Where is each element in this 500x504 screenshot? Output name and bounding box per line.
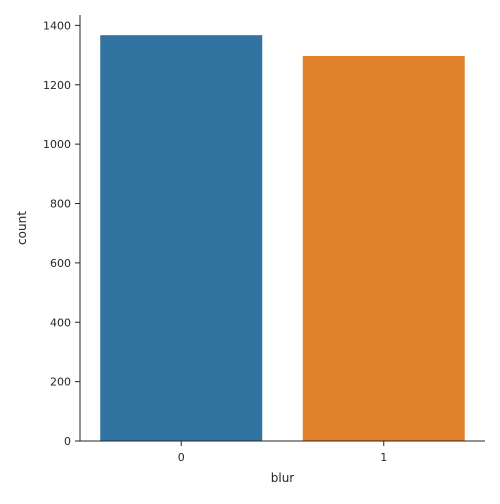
y-tick-label: 1200 [43, 79, 71, 92]
x-tick-label: 0 [178, 451, 185, 464]
y-axis: 0 200 400 600 800 1000 1200 1400 [43, 15, 81, 448]
bars-layer [100, 35, 465, 441]
y-tick-label: 0 [64, 435, 71, 448]
y-tick-label: 800 [50, 198, 71, 211]
bar-1 [302, 55, 465, 441]
y-axis-label: count [15, 211, 29, 245]
y-tick-label: 1000 [43, 138, 71, 151]
x-axis-label: blur [271, 471, 295, 485]
y-tick-label: 600 [50, 257, 71, 270]
y-tick-label: 200 [50, 376, 71, 389]
y-tick-label: 400 [50, 316, 71, 329]
y-tick-label: 1400 [43, 19, 71, 32]
bar-0 [100, 35, 263, 441]
x-tick-label: 1 [380, 451, 387, 464]
